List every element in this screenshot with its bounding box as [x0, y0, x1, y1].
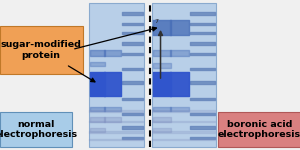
FancyBboxPatch shape: [88, 3, 144, 147]
Text: normal
electrophoresis: normal electrophoresis: [0, 120, 78, 139]
FancyBboxPatch shape: [152, 3, 216, 147]
Text: 7: 7: [154, 19, 158, 24]
FancyBboxPatch shape: [218, 112, 300, 147]
FancyBboxPatch shape: [0, 112, 72, 147]
Text: boronic acid
electrophoresis: boronic acid electrophoresis: [218, 120, 300, 139]
Text: sugar-modified
protein: sugar-modified protein: [1, 40, 82, 60]
FancyBboxPatch shape: [0, 26, 82, 74]
